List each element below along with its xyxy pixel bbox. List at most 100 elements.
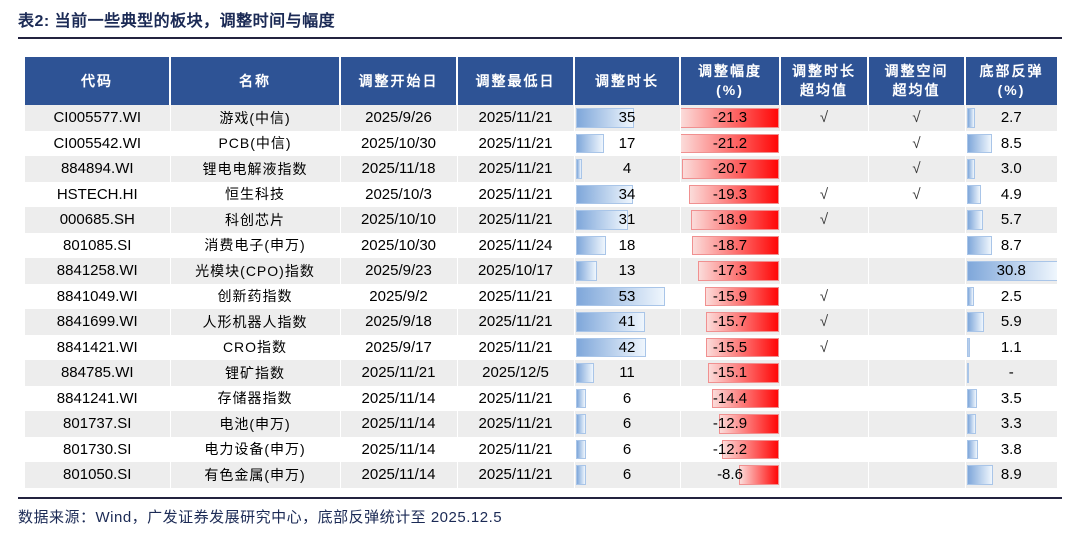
duration-above-avg-cell [780, 462, 869, 488]
table-row: 8841241.WI 存储器指数 2025/11/14 2025/11/21 6 -14.… [25, 385, 1058, 412]
name-cell: 电池(申万) [170, 411, 341, 437]
code-cell: 000685.SH [25, 207, 171, 233]
duration-cell: 6 [574, 436, 681, 462]
bar-cell-wrap: -21.3 [680, 105, 780, 131]
rebound-databar [966, 286, 974, 306]
bar-value: 2.5 [1000, 287, 1022, 305]
bar-cell-wrap: 3.3 [966, 411, 1058, 437]
header-low-date: 调整最低日 [457, 57, 575, 105]
duration-above-avg-cell [780, 411, 869, 437]
bar-cell-wrap: 5.7 [966, 207, 1058, 233]
space-above-avg-cell [868, 334, 966, 360]
duration-above-avg-cell: √ [780, 309, 869, 335]
space-above-avg-cell [868, 462, 966, 488]
low-date-cell: 2025/11/21 [457, 436, 575, 462]
bar-cell-wrap: 5.9 [966, 309, 1058, 335]
name-cell: 存储器指数 [170, 385, 341, 411]
duration-databar [575, 312, 645, 332]
low-date-cell: 2025/10/17 [457, 258, 575, 284]
bar-value: -19.3 [712, 185, 748, 203]
duration-databar [575, 286, 665, 306]
duration-cell: 6 [574, 385, 681, 411]
bar-value: 17 [618, 134, 636, 152]
table-row: 8841421.WI CRO指数 2025/9/17 2025/11/21 42 -15.… [25, 334, 1058, 361]
table-row: HSTECH.HI 恒生科技 2025/10/3 2025/11/21 34 -19.3 √… [25, 181, 1057, 207]
space-above-avg-cell [868, 411, 966, 437]
drawdown-databar [698, 261, 779, 281]
duration-databar [575, 235, 606, 255]
low-date-cell: 2025/11/24 [457, 232, 575, 258]
low-date-cell: 2025/11/21 [457, 411, 575, 437]
drawdown-databar [721, 439, 779, 459]
table-row: 801050.SI 有色金属(申万) 2025/11/14 2025/11/21 6 -8… [25, 462, 1057, 488]
drawdown-databar [705, 312, 779, 332]
bar-value: 31 [618, 211, 636, 228]
bar-value: -15.7 [712, 313, 748, 330]
drawdown-databar [682, 159, 779, 179]
space-above-avg-cell [868, 385, 966, 411]
bar-value: 8.7 [1000, 236, 1022, 254]
bar-cell-wrap: -17.3 [681, 258, 780, 284]
duration-above-avg-cell: √ [780, 334, 869, 360]
rebound-databar [966, 159, 976, 179]
bar-cell-wrap: -14.4 [681, 386, 780, 412]
duration-above-avg-cell: √ [780, 283, 869, 309]
duration-above-avg-cell: √ [780, 207, 869, 233]
rebound-databar [966, 312, 985, 332]
name-cell: CRO指数 [170, 334, 341, 360]
bar-cell-wrap: -21.2 [680, 131, 780, 157]
low-date-cell: 2025/11/21 [457, 105, 575, 131]
header-duration-above-avg: 调整时长 超均值 [780, 57, 869, 105]
bar-cell-wrap: -12.9 [681, 411, 780, 437]
code-cell: HSTECH.HI [25, 181, 171, 207]
duration-databar [575, 184, 633, 204]
duration-cell: 17 [574, 130, 681, 156]
low-date-cell: 2025/11/21 [457, 207, 575, 233]
space-above-avg-cell [868, 360, 966, 386]
drawdown-databar [718, 414, 779, 434]
duration-databar [575, 388, 586, 408]
low-date-cell: 2025/11/21 [457, 334, 575, 360]
duration-above-avg-cell [780, 232, 869, 258]
duration-cell: 11 [574, 360, 681, 386]
bar-cell-wrap: 42 [575, 335, 680, 361]
bar-value: - [1008, 364, 1014, 381]
bar-value: -15.9 [712, 287, 748, 305]
bar-cell-wrap: -15.7 [681, 309, 780, 335]
table-body: CI005577.WI 游戏(中信) 2025/9/26 2025/11/21 35 -2… [25, 105, 1057, 488]
footer-divider [18, 497, 1062, 499]
table-row: 8841049.WI 创新药指数 2025/9/2 2025/11/21 53 -15.9… [25, 283, 1057, 309]
code-cell: 8841049.WI [25, 283, 171, 309]
table-row: 801085.SI 消费电子(申万) 2025/10/30 2025/11/24 18 -… [25, 232, 1057, 258]
bar-value: -20.7 [712, 160, 748, 177]
duration-databar [575, 159, 583, 179]
drawdown-cell: -21.3 [680, 105, 781, 131]
table-row: 000685.SH 科创芯片 2025/10/10 2025/11/21 31 -18.9… [25, 207, 1057, 233]
bar-value: 41 [618, 313, 636, 330]
rebound-databar [966, 133, 992, 153]
drawdown-cell: -18.7 [680, 232, 781, 258]
bar-value: 5.7 [1000, 211, 1022, 228]
rebound-databar [966, 414, 977, 434]
drawdown-cell: -15.5 [680, 334, 781, 361]
bar-cell-wrap: 1.1 [966, 335, 1058, 361]
rebound-cell: 30.8 [965, 258, 1057, 284]
title-divider [18, 37, 1062, 39]
drawdown-cell: -15.7 [680, 309, 781, 335]
duration-cell: 41 [574, 309, 681, 335]
rebound-databar [966, 261, 1057, 281]
bar-cell-wrap: 3.5 [966, 386, 1058, 412]
start-date-cell: 2025/10/30 [340, 130, 458, 156]
bar-cell-wrap: -15.5 [681, 335, 780, 361]
duration-databar [575, 414, 586, 434]
header-drawdown-pct: 调整幅度 (%) [680, 57, 781, 105]
bar-cell-wrap: 30.8 [966, 258, 1057, 284]
space-above-avg-cell [868, 232, 966, 258]
drawdown-databar [680, 133, 779, 153]
table-row: 884785.WI 锂矿指数 2025/11/21 2025/12/5 11 -15.1 - [25, 360, 1057, 386]
duration-cell: 18 [574, 232, 681, 258]
rebound-databar [966, 337, 970, 357]
bar-cell-wrap: 4 [575, 156, 680, 182]
rebound-databar [966, 465, 993, 485]
start-date-cell: 2025/9/18 [340, 309, 458, 335]
